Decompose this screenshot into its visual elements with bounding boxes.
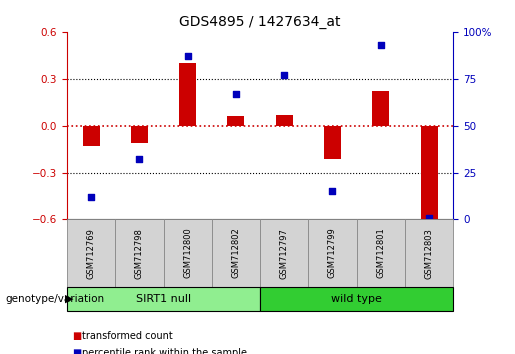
Bar xyxy=(372,91,389,126)
Point xyxy=(329,188,337,194)
Bar xyxy=(260,287,453,311)
Bar xyxy=(405,219,453,287)
Text: GSM712797: GSM712797 xyxy=(280,228,289,279)
Bar xyxy=(276,115,293,126)
Bar xyxy=(421,126,438,219)
Bar xyxy=(163,219,212,287)
Text: GSM712769: GSM712769 xyxy=(87,228,96,279)
Bar xyxy=(82,126,99,146)
Text: ■: ■ xyxy=(72,348,81,354)
Text: ▶: ▶ xyxy=(65,294,74,304)
Text: GSM712800: GSM712800 xyxy=(183,228,192,279)
Bar xyxy=(212,219,260,287)
Text: SIRT1 null: SIRT1 null xyxy=(136,294,191,304)
Title: GDS4895 / 1427634_at: GDS4895 / 1427634_at xyxy=(179,16,341,29)
Text: percentile rank within the sample: percentile rank within the sample xyxy=(82,348,247,354)
Point xyxy=(425,215,433,221)
Text: GSM712798: GSM712798 xyxy=(135,228,144,279)
Point xyxy=(183,53,192,59)
Text: GSM712802: GSM712802 xyxy=(231,228,241,279)
Point xyxy=(376,42,385,48)
Bar xyxy=(67,219,115,287)
Bar xyxy=(260,219,308,287)
Text: ■: ■ xyxy=(72,331,81,341)
Bar xyxy=(308,219,356,287)
Text: GSM712799: GSM712799 xyxy=(328,228,337,279)
Bar xyxy=(131,126,148,143)
Bar xyxy=(356,219,405,287)
Bar xyxy=(115,219,163,287)
Text: transformed count: transformed count xyxy=(82,331,173,341)
Point xyxy=(280,72,288,78)
Text: wild type: wild type xyxy=(331,294,382,304)
Text: genotype/variation: genotype/variation xyxy=(5,294,104,304)
Bar xyxy=(179,63,196,126)
Text: GSM712801: GSM712801 xyxy=(376,228,385,279)
Point xyxy=(135,156,144,162)
Text: GSM712803: GSM712803 xyxy=(424,228,434,279)
Bar xyxy=(324,126,341,159)
Bar xyxy=(67,287,260,311)
Point xyxy=(87,194,95,200)
Bar xyxy=(228,116,245,126)
Point xyxy=(232,91,240,97)
